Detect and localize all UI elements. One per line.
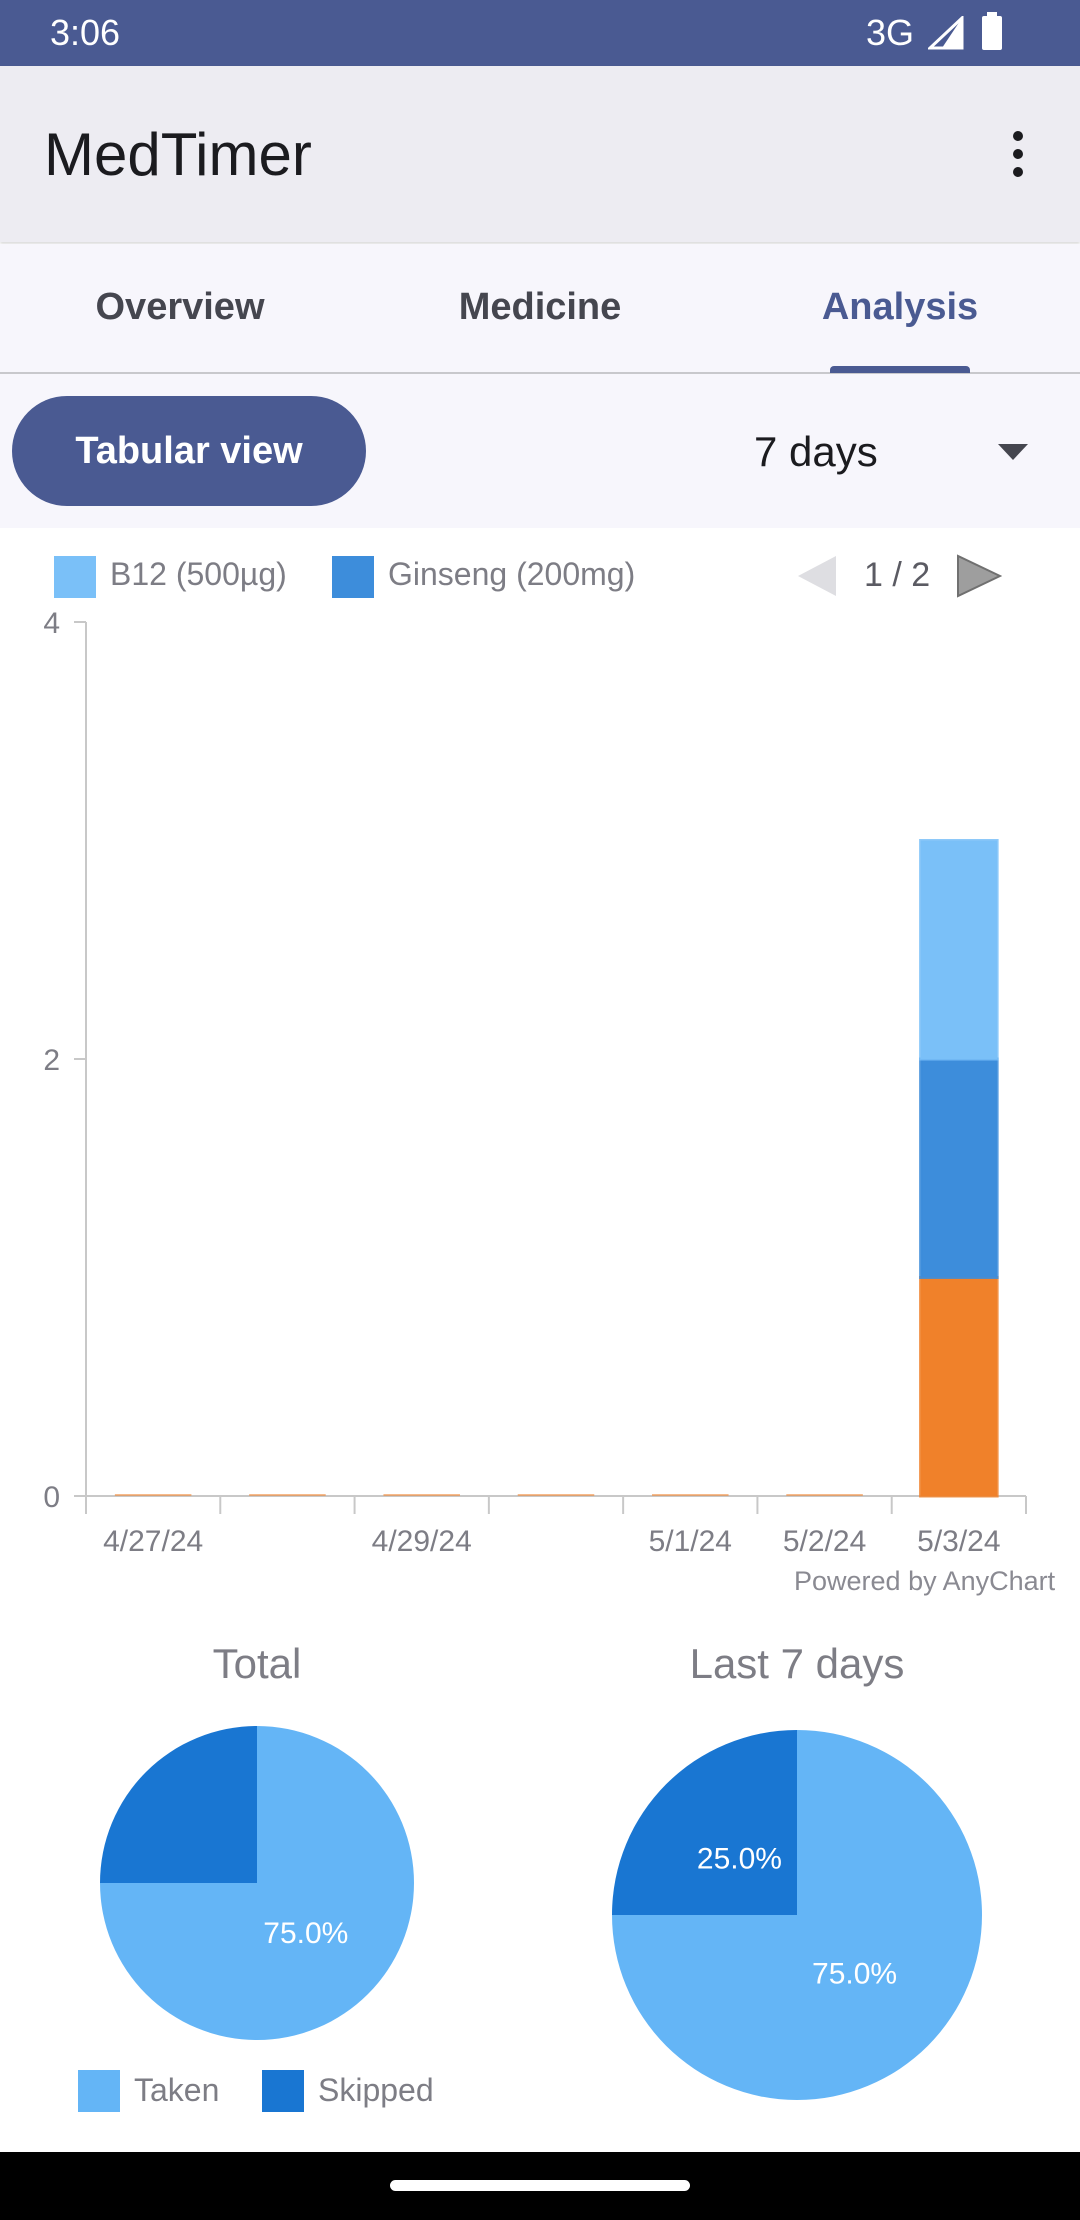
tab-medicine[interactable]: Medicine <box>458 286 622 328</box>
y-tick-label: 0 <box>43 1481 60 1514</box>
navigation-bar <box>0 2152 1080 2220</box>
legend-swatch <box>332 556 374 598</box>
dropdown-arrow-icon[interactable] <box>998 444 1028 462</box>
range-select[interactable]: 7 days <box>754 428 878 475</box>
tab-analysis[interactable]: Analysis <box>821 286 979 328</box>
y-tick-label: 2 <box>43 1044 60 1077</box>
home-handle[interactable] <box>390 2180 690 2191</box>
legend-swatch <box>78 2070 120 2112</box>
pie-slice <box>612 1730 797 1915</box>
next-page-icon[interactable] <box>956 554 1002 598</box>
pager-text: 1 / 2 <box>864 556 931 594</box>
legend-swatch <box>54 556 96 598</box>
bar-segment <box>919 1276 999 1498</box>
status-time: 3:06 <box>50 12 121 53</box>
status-bar: 3:06 3G <box>0 0 1080 66</box>
bar-segment <box>919 839 999 1061</box>
x-tick-label: 5/2/24 <box>783 1525 866 1558</box>
previous-page-icon[interactable] <box>796 554 838 598</box>
pie-slice <box>100 1726 257 1883</box>
pie-title-last-7-days: Last 7 days <box>689 1640 905 1687</box>
y-tick-label: 4 <box>43 607 60 640</box>
legend-swatch <box>262 2070 304 2112</box>
tab-indicator <box>830 366 970 373</box>
bar-segment <box>919 1057 999 1279</box>
pie-value-label: 25.0% <box>697 1842 782 1875</box>
x-tick-label: 4/27/24 <box>103 1525 203 1558</box>
x-tick-label: 4/29/24 <box>372 1525 472 1558</box>
network-type: 3G <box>866 12 915 53</box>
pie-value-label: 75.0% <box>812 1958 897 1991</box>
tab-bar: Overview Medicine Analysis <box>0 244 1080 374</box>
bar-chart: 0 2 4 4/27/24 4/29/24 5/1/24 5/2/24 5/3/24 <box>43 607 1027 1558</box>
x-tick-label: 5/1/24 <box>649 1525 732 1558</box>
legend-label: Taken <box>134 2072 220 2108</box>
legend-label: Skipped <box>318 2072 434 2108</box>
legend-label: B12 (500µg) <box>110 556 287 592</box>
pie-title-total: Total <box>212 1640 302 1687</box>
pie-chart-last-7-days: 75.0% 25.0% <box>612 1730 982 2100</box>
x-tick-label: 5/3/24 <box>917 1525 1000 1558</box>
legend-label: Ginseng (200mg) <box>388 556 636 592</box>
app-title: MedTimer <box>44 121 312 188</box>
battery-icon <box>982 12 1002 50</box>
pie-value-label: 75.0% <box>263 1917 348 1950</box>
powered-by-label: Powered by AnyChart <box>794 1566 1056 1596</box>
pie-chart-total: 75.0% <box>100 1726 414 2040</box>
tabular-view-button[interactable]: Tabular view <box>12 396 366 506</box>
signal-icon <box>928 16 964 50</box>
app-bar: MedTimer <box>0 66 1080 242</box>
tab-overview[interactable]: Overview <box>95 286 265 328</box>
analysis-toolbar: Tabular view 7 days <box>0 374 1080 528</box>
more-options-icon[interactable] <box>990 126 1046 182</box>
